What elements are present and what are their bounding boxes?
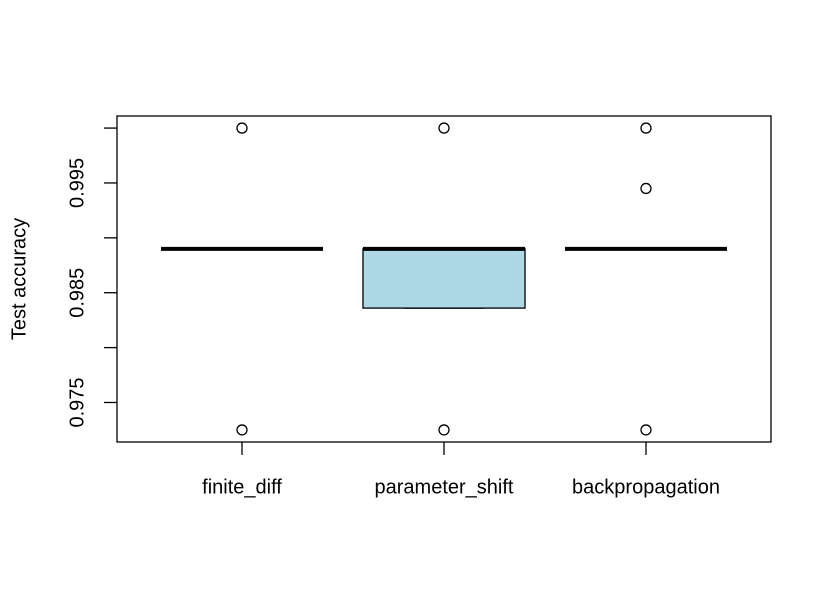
y-axis-label: Test accuracy [8, 218, 30, 340]
outlier [640, 122, 652, 134]
y-tick-label: 0.985 [66, 268, 88, 318]
x-tick-label: finite_diff [202, 476, 282, 498]
outlier [640, 424, 652, 436]
outlier [640, 182, 652, 195]
y-tick-label: 0.975 [66, 377, 88, 427]
box [362, 248, 526, 309]
y-tick-label: 0.995 [66, 158, 88, 208]
outlier [438, 424, 450, 436]
x-tick-label: backpropagation [572, 476, 720, 498]
outlier [236, 122, 248, 134]
outlier [438, 122, 450, 134]
outlier [236, 424, 248, 436]
x-tick-label: parameter_shift [375, 476, 514, 498]
